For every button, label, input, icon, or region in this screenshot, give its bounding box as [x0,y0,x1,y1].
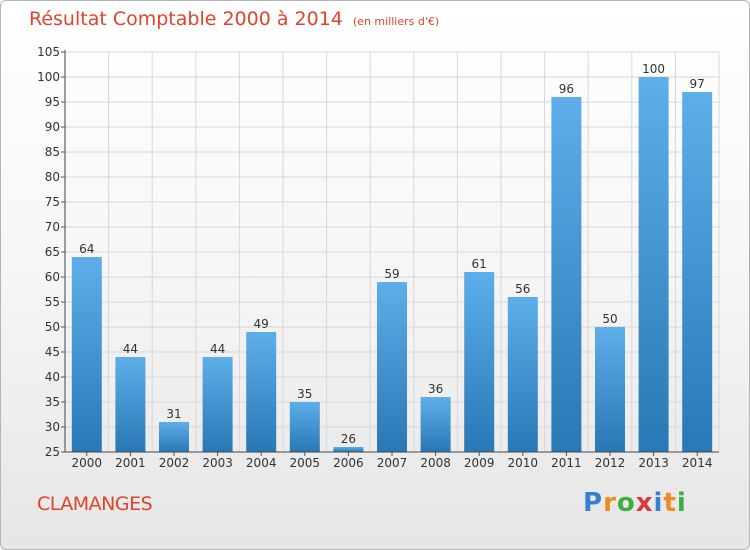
bar [638,77,669,452]
x-tick-label: 2010 [508,456,539,470]
y-tick-label: 85 [45,145,60,159]
logo-letter: r [603,488,617,518]
logo-letter: t [663,488,677,518]
bar [71,257,102,452]
x-tick-label: 2004 [246,456,277,470]
bar [246,332,277,452]
data-label: 49 [254,317,269,331]
x-tick-label: 2005 [290,456,321,470]
x-tick-label: 2014 [682,456,713,470]
bar [464,272,495,452]
x-tick-label: 2000 [72,456,103,470]
y-tick-label: 50 [45,320,60,334]
data-label: 44 [123,342,138,356]
data-label: 50 [602,312,617,326]
data-label: 35 [297,387,312,401]
y-tick-label: 35 [45,395,60,409]
logo-letter: i [653,488,664,518]
y-tick-label: 25 [45,445,60,459]
data-label: 44 [210,342,225,356]
y-tick-label: 80 [45,170,60,184]
y-tick-label: 95 [45,95,60,109]
chart-title: Résultat Comptable 2000 à 2014 (en millie… [29,8,439,30]
x-tick-label: 2007 [377,456,408,470]
bar [420,397,451,452]
y-tick-label: 100 [37,70,60,84]
bar [507,297,538,452]
x-tick-label: 2001 [115,456,146,470]
x-tick-label: 2003 [202,456,233,470]
y-tick-label: 55 [45,295,60,309]
bar [115,357,146,452]
bar [289,402,320,452]
data-label: 61 [472,257,487,271]
data-label: 59 [384,267,399,281]
y-tick-label: 40 [45,370,60,384]
data-label: 56 [515,282,530,296]
bar [551,97,582,452]
x-tick-label: 2013 [638,456,669,470]
y-tick-label: 60 [45,270,60,284]
data-label: 36 [428,382,443,396]
y-tick-label: 65 [45,245,60,259]
proxiti-logo[interactable]: Proxiti [583,488,687,518]
data-label: 31 [166,407,181,421]
x-tick-label: 2009 [464,456,495,470]
y-tick-label: 45 [45,345,60,359]
x-tick-label: 2006 [333,456,364,470]
data-label: 96 [559,82,574,96]
x-tick-label: 2012 [595,456,626,470]
x-tick-label: 2008 [420,456,451,470]
bar [377,282,407,452]
data-label: 97 [690,77,705,91]
y-tick-label: 30 [45,420,60,434]
chart-subtitle: (en milliers d'€) [352,15,440,28]
logo-letter: P [583,488,604,518]
bar [159,422,189,452]
y-tick-label: 105 [37,45,60,59]
data-label: 64 [79,242,94,256]
logo-letter: i [676,488,687,518]
bar [202,357,233,452]
bar [595,327,625,452]
data-label: 100 [642,62,665,76]
title-text: Résultat Comptable 2000 à 2014 [29,8,343,30]
y-tick-label: 70 [45,220,60,234]
logo-letter: x [635,488,654,518]
x-tick-label: 2002 [159,456,190,470]
bar [682,92,713,452]
commune-name: CLAMANGES [37,493,153,515]
logo-letter: o [616,488,636,518]
data-label: 26 [341,432,356,446]
y-tick-label: 90 [45,120,60,134]
x-tick-label: 2011 [551,456,582,470]
bar [333,447,364,452]
y-tick-label: 75 [45,195,60,209]
